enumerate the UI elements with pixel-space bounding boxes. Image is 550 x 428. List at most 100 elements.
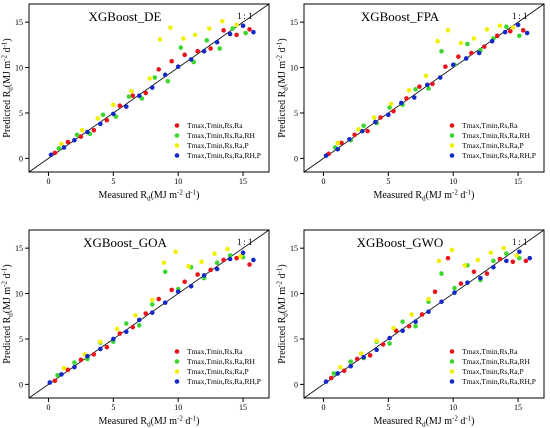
data-point xyxy=(510,259,516,265)
legend-marker xyxy=(174,133,180,138)
data-point xyxy=(111,111,116,117)
series-3 xyxy=(59,18,239,147)
data-point xyxy=(221,257,226,263)
data-point xyxy=(497,256,503,262)
data-point xyxy=(484,27,490,32)
data-point xyxy=(510,25,516,30)
legend-marker xyxy=(449,349,455,354)
x-tick-label: 0 xyxy=(321,177,325,186)
data-point xyxy=(439,48,444,54)
data-point xyxy=(133,313,138,318)
data-point xyxy=(136,317,142,323)
plot-frame xyxy=(28,3,270,173)
data-point xyxy=(371,115,377,120)
data-point xyxy=(85,353,90,359)
data-point xyxy=(182,279,187,285)
data-point xyxy=(188,284,194,289)
data-point xyxy=(59,141,64,147)
data-point xyxy=(72,364,77,370)
data-point xyxy=(192,32,198,38)
data-point xyxy=(507,28,513,34)
data-point xyxy=(169,287,175,293)
data-point xyxy=(400,319,405,325)
y-tick-label: 10 xyxy=(15,64,23,73)
y-tick-label: 15 xyxy=(15,244,23,253)
data-point xyxy=(482,44,487,49)
plot-frame xyxy=(303,3,545,173)
data-point xyxy=(55,372,60,378)
data-point xyxy=(354,356,360,362)
legend-label: Tmax,Tmin,Rs,Ra,P xyxy=(462,141,524,150)
data-point xyxy=(251,29,256,35)
data-point xyxy=(186,264,191,269)
series-1 xyxy=(52,255,252,384)
data-point xyxy=(323,153,329,158)
legend-marker xyxy=(449,133,455,138)
data-point xyxy=(98,121,103,127)
data-point xyxy=(435,38,440,44)
data-point xyxy=(117,103,123,109)
scatter-panel-2: 0 5 10 15 0 5 10 15 XGBoost_FPA 1 : 1 Tmax,Tmin,Rs… xyxy=(276,3,545,203)
data-point xyxy=(47,380,53,385)
one-to-one-label: 1 : 1 xyxy=(237,11,253,21)
x-tick-label: 15 xyxy=(514,177,522,186)
legend-marker xyxy=(174,123,180,128)
data-point xyxy=(175,289,181,295)
data-point xyxy=(419,312,425,317)
data-point xyxy=(212,251,217,256)
legend-label: Tmax,Tmin,Rs,Ra,RH xyxy=(187,357,255,366)
data-point xyxy=(130,324,136,330)
legend: Tmax,Tmin,Rs,RaTmax,Tmin,Rs,Ra,RHTmax,Tm… xyxy=(449,121,536,160)
y-tick-label: 10 xyxy=(15,290,23,299)
data-point xyxy=(358,351,364,356)
legend-label: Tmax,Tmin,Rs,Ra xyxy=(187,347,243,356)
data-point xyxy=(491,258,496,264)
series-4 xyxy=(48,23,256,158)
data-point xyxy=(72,137,77,143)
data-point xyxy=(374,347,379,353)
data-point xyxy=(463,56,469,61)
data-point xyxy=(462,263,468,268)
data-point xyxy=(136,323,142,328)
data-point xyxy=(195,48,200,54)
legend-label: Tmax,Tmin,Rs,Ra xyxy=(462,121,518,130)
data-point xyxy=(476,50,482,56)
data-point xyxy=(156,296,162,302)
data-point xyxy=(195,272,200,277)
data-point xyxy=(339,140,344,146)
data-point xyxy=(143,311,149,316)
data-point xyxy=(243,30,248,36)
data-point xyxy=(484,271,490,276)
data-point xyxy=(79,127,85,133)
data-point xyxy=(426,309,431,315)
data-point xyxy=(335,146,341,152)
panel-title: XGBoost_GOA xyxy=(83,235,167,250)
data-point xyxy=(458,40,464,46)
data-point xyxy=(149,297,155,303)
data-point xyxy=(52,378,58,384)
legend-marker xyxy=(449,359,455,364)
data-point xyxy=(494,33,500,39)
data-point xyxy=(204,38,210,43)
data-point xyxy=(201,48,207,54)
x-tick-label: 15 xyxy=(239,403,247,412)
data-point xyxy=(361,354,366,360)
y-tick-label: 15 xyxy=(290,244,298,253)
x-tick-label: 5 xyxy=(386,177,390,186)
data-point xyxy=(130,93,136,99)
data-point xyxy=(208,267,213,273)
data-point xyxy=(240,23,246,29)
x-tick-label: 10 xyxy=(449,403,457,412)
series-4 xyxy=(323,249,533,384)
data-point xyxy=(471,269,477,275)
data-point xyxy=(230,26,235,31)
data-point xyxy=(147,76,152,81)
legend-label: Tmax,Tmin,Rs,Ra xyxy=(462,347,518,356)
data-point xyxy=(335,371,341,376)
series-4 xyxy=(323,22,530,158)
data-point xyxy=(169,58,175,64)
data-point xyxy=(331,371,337,376)
legend-marker xyxy=(174,153,180,158)
data-point xyxy=(404,96,409,101)
y-axis-label: Predicted Rd(MJ m-2 d-1) xyxy=(1,38,15,137)
